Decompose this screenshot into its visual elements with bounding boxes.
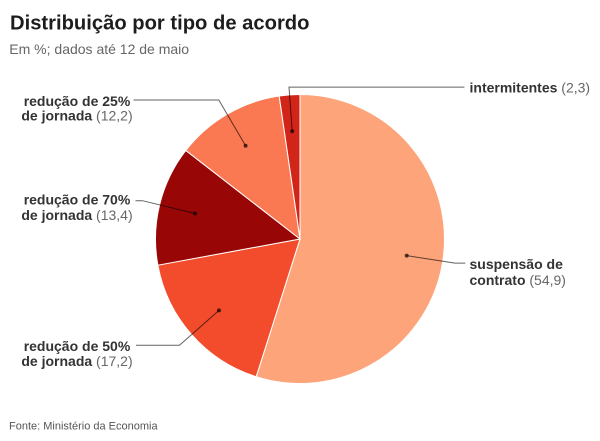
svg-text:suspensão de: suspensão de: [470, 256, 564, 272]
svg-text:intermitentes (2,3): intermitentes (2,3): [470, 80, 591, 96]
svg-text:Em %; dados até 12 de maio: Em %; dados até 12 de maio: [9, 41, 189, 57]
svg-text:de jornada (12,2): de jornada (12,2): [21, 108, 132, 124]
svg-text:de jornada (13,4): de jornada (13,4): [21, 207, 132, 223]
svg-text:redução de 25%: redução de 25%: [24, 93, 131, 109]
svg-text:contrato (54,9): contrato (54,9): [470, 272, 566, 288]
svg-text:Fonte: Ministério da Economia: Fonte: Ministério da Economia: [9, 420, 158, 432]
svg-text:de jornada (17,2): de jornada (17,2): [21, 353, 132, 369]
svg-text:redução de 70%: redução de 70%: [24, 192, 131, 208]
svg-text:redução de 50%: redução de 50%: [24, 338, 131, 354]
svg-text:Distribuição por tipo de acord: Distribuição por tipo de acordo: [10, 13, 309, 35]
